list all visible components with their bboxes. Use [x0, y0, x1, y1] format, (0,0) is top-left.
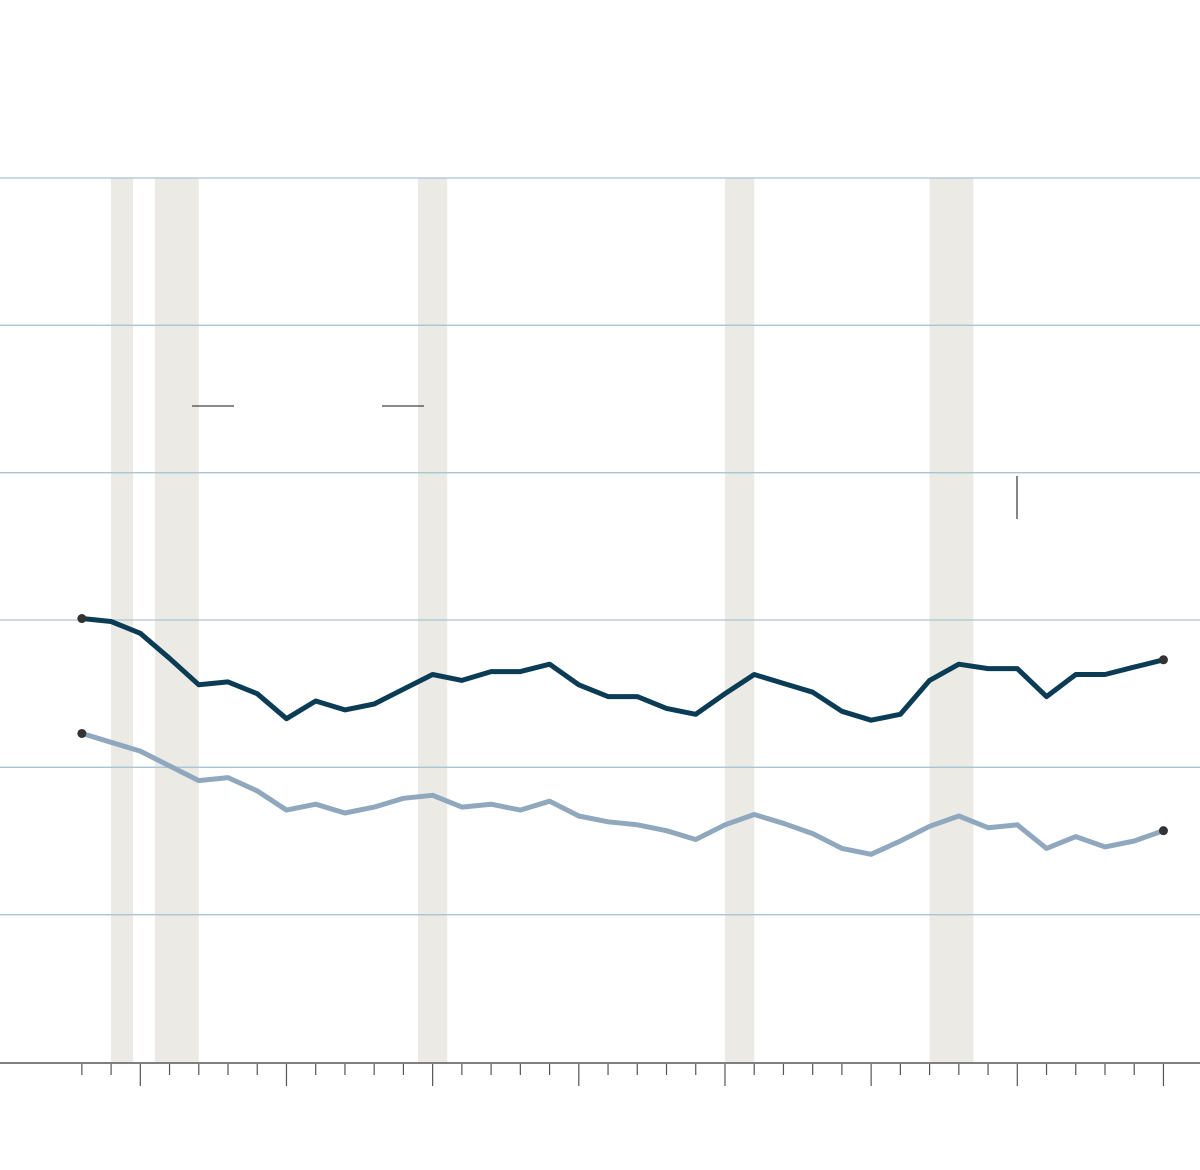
x-axis [0, 1062, 1200, 1086]
series-1-end-point [1158, 655, 1168, 665]
series-line-1 [79, 616, 1166, 723]
series-line-2 [79, 730, 1166, 857]
gridlines [0, 177, 1200, 916]
series-2-end-point [1158, 826, 1168, 836]
series-lines [77, 614, 1168, 857]
series-1-start-point [77, 614, 87, 624]
annotations [192, 405, 1018, 519]
series-2-start-point [77, 728, 87, 738]
